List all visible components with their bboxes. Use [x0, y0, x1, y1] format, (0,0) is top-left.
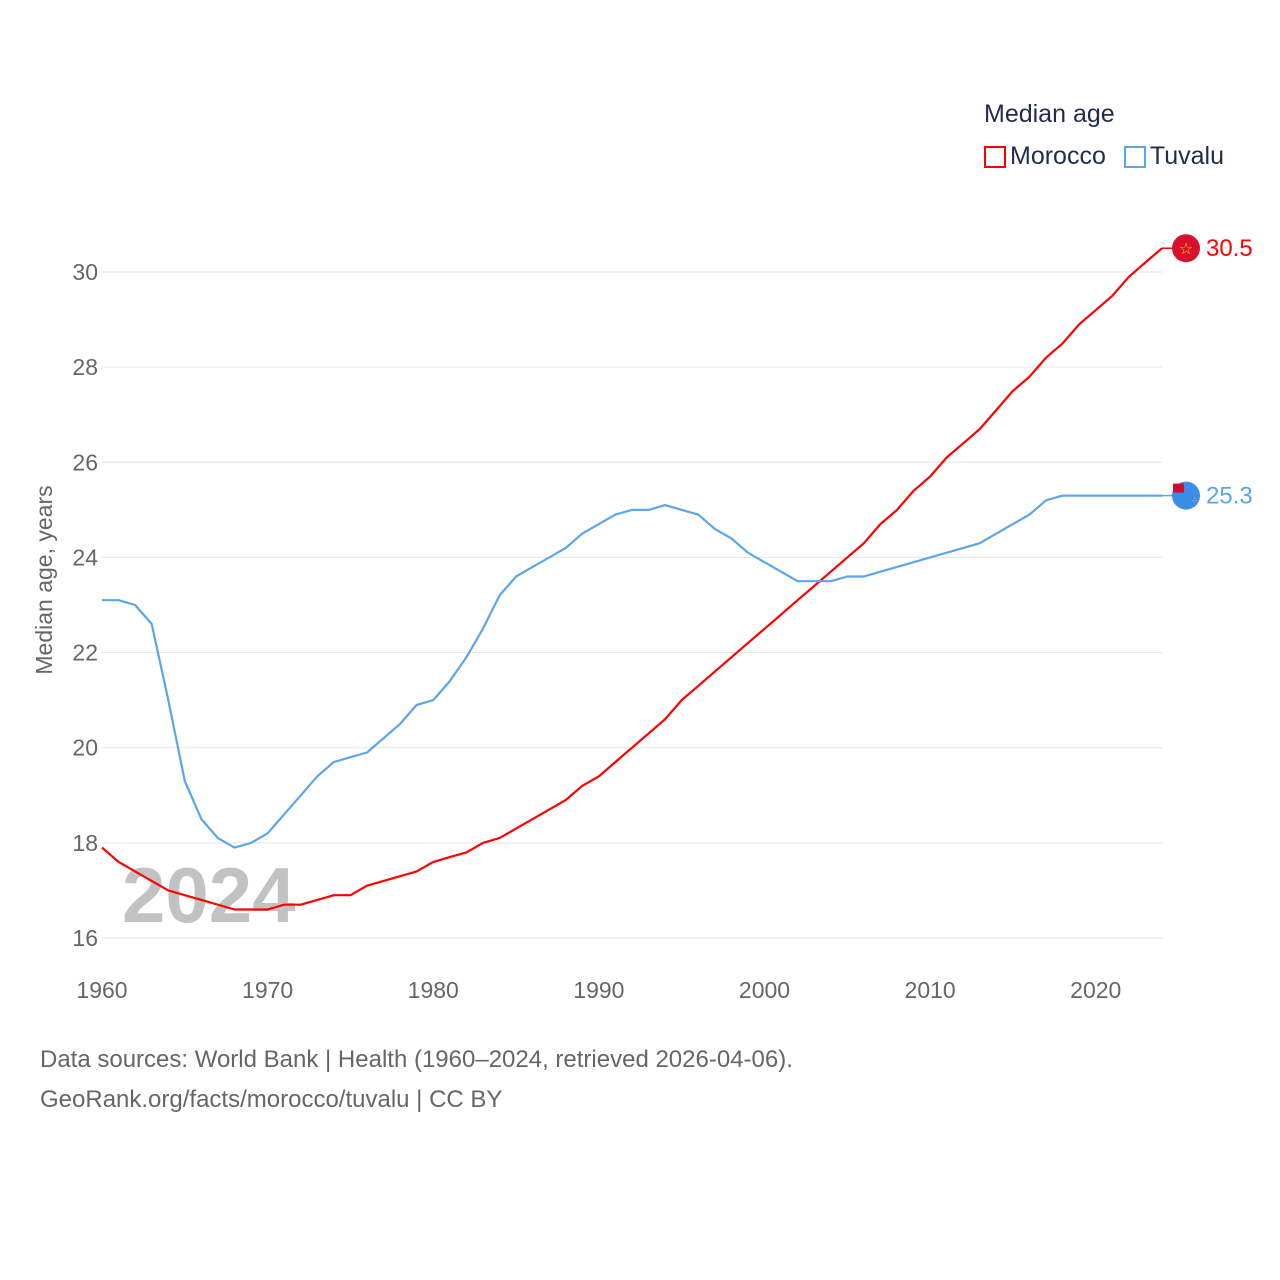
series-line-morocco [101, 247, 1163, 911]
star-icon: ☆ [1179, 241, 1193, 258]
legend-title: Median age [984, 100, 1115, 128]
y-tick-label: 18 [72, 830, 98, 856]
source-url: GeoRank.org/facts/morocco/tuvalu | CC BY [40, 1086, 503, 1113]
legend: Morocco Tuvalu [984, 142, 1224, 171]
y-tick-label: 28 [72, 354, 98, 380]
x-tick-label: 1970 [242, 977, 293, 1003]
x-tick-label: 1960 [76, 977, 127, 1003]
legend-label-morocco: Morocco [1010, 142, 1106, 170]
y-tick-label: 16 [72, 925, 98, 951]
y-axis-label: Median age, years [31, 485, 57, 674]
x-tick-label: 2020 [1070, 977, 1121, 1003]
legend-item-tuvalu[interactable]: Tuvalu [1123, 142, 1224, 171]
legend-item-morocco[interactable]: Morocco [984, 142, 1106, 171]
x-tick-label: 1990 [573, 977, 624, 1003]
stars-icon: ⁘ [1191, 496, 1199, 506]
y-tick-label: 30 [72, 259, 98, 285]
series-line-tuvalu [102, 494, 1162, 849]
end-value-label-morocco: 30.5 [1206, 235, 1253, 262]
y-tick-label: 22 [72, 640, 98, 666]
legend-swatch-tuvalu [1123, 145, 1146, 168]
year-watermark: 2024 [122, 851, 296, 939]
y-tick-label: 24 [72, 544, 98, 570]
x-tick-label: 1980 [408, 977, 459, 1003]
x-tick-label: 2010 [905, 977, 956, 1003]
y-tick-label: 20 [72, 735, 98, 761]
union-jack-icon [1173, 483, 1184, 493]
legend-swatch-morocco [984, 145, 1006, 168]
x-tick-label: 2000 [739, 977, 790, 1003]
legend-label-tuvalu: Tuvalu [1149, 142, 1224, 170]
source-note: Data sources: World Bank | Health (1960–… [40, 1046, 793, 1073]
end-value-label-tuvalu: 25.3 [1206, 483, 1253, 510]
y-tick-label: 26 [72, 449, 98, 475]
morocco-flag-icon [1172, 234, 1200, 263]
